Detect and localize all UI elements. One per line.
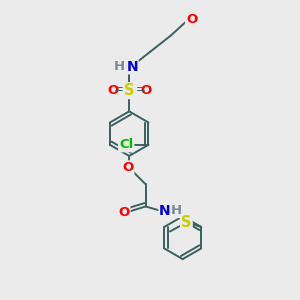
Text: =: = [135,83,145,96]
Text: =: = [113,83,123,96]
Text: O: O [118,206,130,219]
Text: S: S [181,215,192,230]
Text: N: N [126,60,138,74]
Text: S: S [124,83,134,98]
Text: O: O [122,161,133,174]
Text: N: N [159,204,171,218]
Text: H: H [171,204,182,218]
Text: Cl: Cl [119,138,133,151]
Text: O: O [140,84,151,97]
Text: O: O [107,84,118,97]
Text: O: O [186,13,197,26]
Text: H: H [114,60,125,73]
